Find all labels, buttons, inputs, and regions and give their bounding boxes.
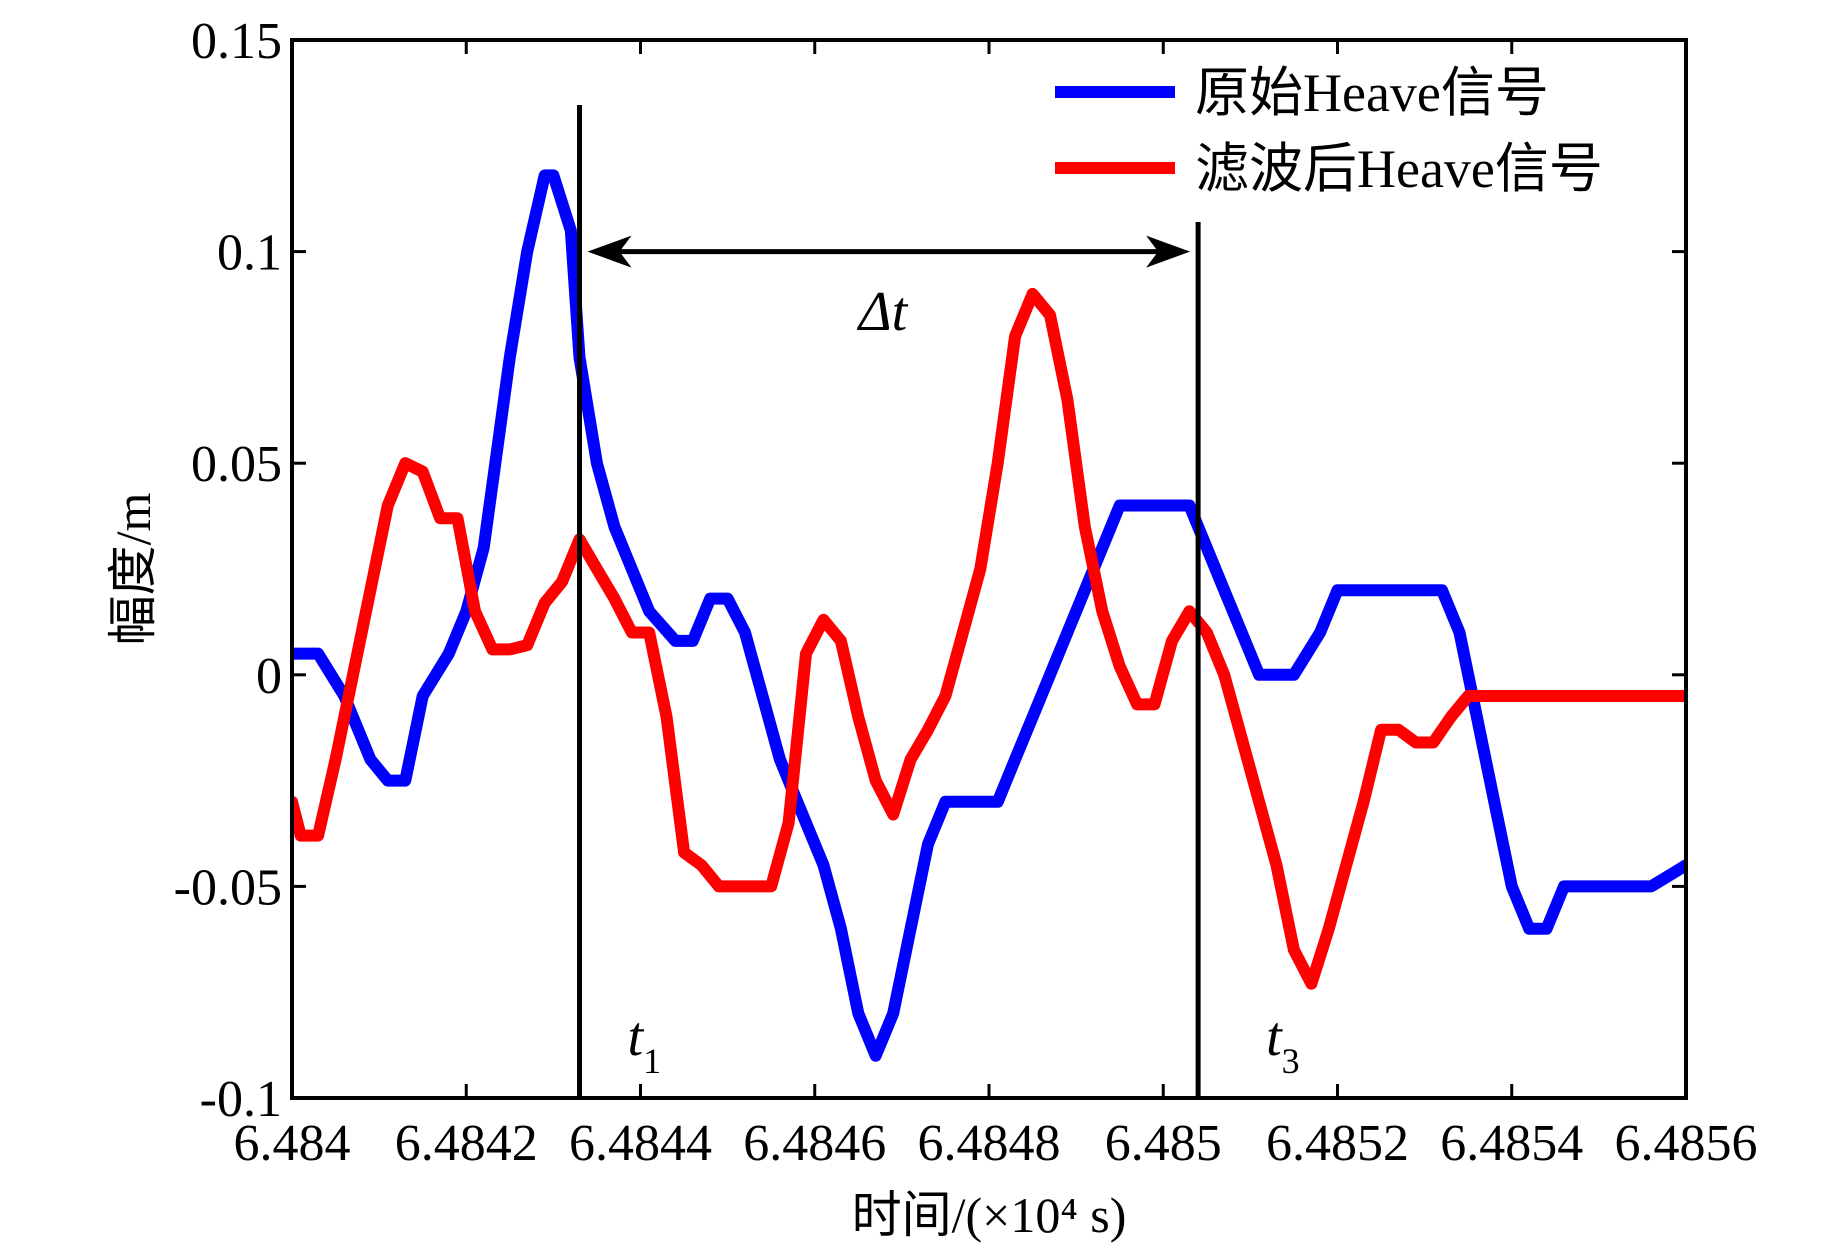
y-axis-label: 幅度/m xyxy=(105,493,161,646)
x-tick-label: 6.4844 xyxy=(569,1115,712,1172)
x-tick-label: 6.4842 xyxy=(395,1115,538,1172)
y-tick-label: 0 xyxy=(256,648,282,705)
series-line-filtered xyxy=(292,287,1686,990)
y-tick-label: 0.15 xyxy=(191,13,282,70)
t3-label: t3 xyxy=(1266,1006,1300,1081)
x-tick-label: 6.484 xyxy=(234,1115,351,1172)
annotation-layer: Δt t1 t3 xyxy=(577,105,1300,1098)
y-tick-label: 0.05 xyxy=(191,436,282,493)
x-tick-label: 6.4856 xyxy=(1615,1115,1758,1172)
series-layer xyxy=(292,169,1686,1062)
x-tick-label: 6.4854 xyxy=(1440,1115,1583,1172)
y-tick-label: 0.1 xyxy=(217,225,282,282)
y-tick-label: -0.05 xyxy=(174,859,282,916)
x-axis-label: 时间/(×10⁴ s) xyxy=(852,1187,1127,1243)
arrowhead-right xyxy=(1146,235,1191,268)
x-tick-label: 6.4846 xyxy=(743,1115,886,1172)
legend-label: 滤波后Heave信号 xyxy=(1195,139,1603,199)
x-tick-label: 6.4848 xyxy=(918,1115,1061,1172)
t1-label: t1 xyxy=(628,1006,662,1081)
delta-t-label: Δt xyxy=(857,281,909,343)
series-line-original xyxy=(292,169,1686,1062)
x-tick-label: 6.4852 xyxy=(1266,1115,1409,1172)
ticks-layer: 6.484 6.4842 6.4844 6.4846 6.4848 6.485 6.4852… xyxy=(174,13,1758,1172)
x-tick-label: 6.485 xyxy=(1105,1115,1222,1172)
y-tick-label: -0.1 xyxy=(200,1071,282,1128)
arrowhead-left xyxy=(587,235,632,268)
legend-label: 原始Heave信号 xyxy=(1195,63,1549,123)
